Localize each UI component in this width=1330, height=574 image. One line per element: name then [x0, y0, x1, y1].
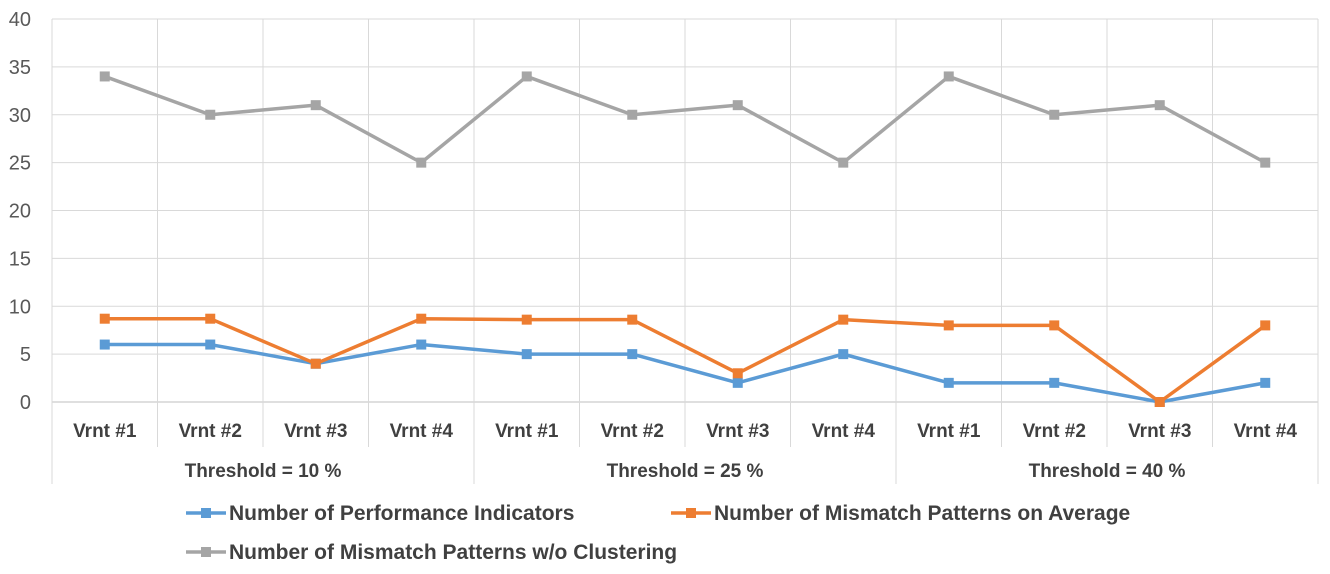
series-3 — [99, 71, 1271, 168]
data-point — [1154, 100, 1165, 111]
data-point — [1260, 157, 1271, 168]
x-tick-label: Vrnt #4 — [812, 421, 876, 442]
y-tick-label: 25 — [9, 153, 31, 175]
data-point — [627, 349, 638, 360]
y-tick-label: 40 — [9, 9, 31, 31]
legend-item: Number of Performance Indicators — [186, 502, 574, 525]
series-layer — [99, 71, 1271, 407]
series-2 — [99, 313, 1271, 407]
x-tick-label: Vrnt #1 — [495, 421, 559, 442]
gridlines — [51, 18, 1319, 403]
data-point — [732, 377, 743, 388]
data-point — [1049, 377, 1060, 388]
data-point — [732, 100, 743, 111]
y-tick-label: 0 — [20, 392, 31, 414]
data-point — [1260, 377, 1271, 388]
data-point — [310, 358, 321, 369]
data-point — [99, 339, 110, 350]
data-point — [521, 349, 532, 360]
legend-label: Number of Mismatch Patterns on Average — [714, 502, 1130, 525]
data-point — [838, 349, 849, 360]
data-point — [416, 157, 427, 168]
data-point — [943, 71, 954, 82]
series-line — [104, 316, 1267, 404]
data-point — [943, 377, 954, 388]
y-tick-label: 10 — [9, 296, 31, 318]
data-point — [310, 100, 321, 111]
x-tick-label: Vrnt #4 — [390, 421, 454, 442]
data-point — [205, 109, 216, 120]
data-point — [205, 339, 216, 350]
legend-swatch-marker — [201, 508, 211, 518]
y-axis-ticks: 0 5 10 15 20 25 30 35 40 — [9, 9, 31, 414]
y-tick-label: 5 — [20, 344, 31, 366]
x-tick-label: Vrnt #2 — [601, 421, 664, 442]
data-point — [627, 314, 638, 325]
x-axis: Vrnt #1 Vrnt #2 Vrnt #3 Vrnt #4 Vrnt #1 Vrnt … — [51, 402, 1319, 484]
data-point — [732, 368, 743, 379]
legend-label: Number of Mismatch Patterns w/o Clusteri… — [229, 541, 677, 564]
x-tick-label: Vrnt #4 — [1234, 421, 1298, 442]
series-line — [104, 342, 1266, 404]
data-point — [1049, 320, 1060, 331]
data-point — [416, 339, 427, 350]
legend-item: Number of Mismatch Patterns on Average — [671, 502, 1130, 525]
y-tick-label: 20 — [9, 201, 31, 223]
data-point — [627, 109, 638, 120]
y-tick-label: 35 — [9, 57, 31, 79]
legend-label: Number of Performance Indicators — [229, 502, 574, 525]
data-point — [99, 313, 110, 324]
y-tick-label: 30 — [9, 105, 31, 127]
y-tick-label: 15 — [9, 248, 31, 270]
data-point — [416, 313, 427, 324]
legend-item: Number of Mismatch Patterns w/o Clusteri… — [186, 541, 677, 564]
data-point — [1049, 109, 1060, 120]
x-tick-label: Vrnt #1 — [73, 421, 137, 442]
data-point — [1154, 397, 1165, 407]
data-point — [205, 313, 216, 324]
x-tick-label: Vrnt #1 — [917, 421, 981, 442]
series-line — [104, 74, 1267, 165]
legend-swatch-marker — [201, 547, 211, 557]
x-tick-label: Vrnt #3 — [706, 421, 769, 442]
data-point — [521, 71, 532, 82]
x-tick-label: Vrnt #2 — [179, 421, 242, 442]
group-label: Threshold = 40 % — [1029, 461, 1186, 482]
data-point — [1260, 320, 1271, 331]
data-point — [838, 314, 849, 325]
x-tick-label: Vrnt #2 — [1023, 421, 1086, 442]
legend: Number of Performance Indicators Number o… — [186, 502, 1130, 564]
data-point — [521, 314, 532, 325]
group-label: Threshold = 25 % — [607, 461, 764, 482]
legend-swatch-marker — [686, 508, 696, 518]
data-point — [99, 71, 110, 82]
group-label: Threshold = 10 % — [185, 461, 342, 482]
x-tick-label: Vrnt #3 — [1128, 421, 1191, 442]
data-point — [838, 157, 849, 168]
x-tick-label: Vrnt #3 — [284, 421, 347, 442]
data-point — [943, 320, 954, 331]
